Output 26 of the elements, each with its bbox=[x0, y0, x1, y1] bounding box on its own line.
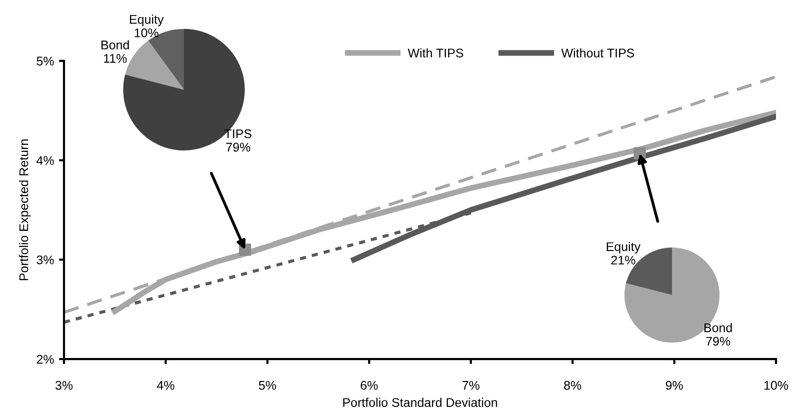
legend-label: With TIPS bbox=[408, 48, 464, 58]
data-label: 79% bbox=[226, 142, 250, 152]
x-tick-label: 10% bbox=[764, 380, 788, 390]
data-label: 11% bbox=[104, 54, 127, 63]
x-tick-label: 5% bbox=[258, 380, 276, 390]
x-tick-label: 4% bbox=[156, 380, 174, 390]
x-axis-title: Portfolio Standard Deviation bbox=[343, 398, 498, 407]
x-tick-label: 9% bbox=[666, 380, 683, 390]
slice-label: Equity bbox=[606, 242, 641, 254]
legend-label: Without TIPS bbox=[561, 48, 634, 58]
x-tick-label: 7% bbox=[462, 380, 480, 390]
y-tick-label: 4% bbox=[36, 156, 54, 165]
x-tick-label: 3% bbox=[55, 380, 73, 390]
y-tick-label: 3% bbox=[36, 255, 54, 264]
slice-label: Equity bbox=[130, 14, 164, 26]
y-axis-title: Portfolio Expected Return bbox=[19, 140, 31, 280]
y-tick-label: 2% bbox=[36, 354, 54, 364]
x-tick-label: 8% bbox=[564, 380, 582, 390]
slice-label: TIPS bbox=[224, 129, 252, 138]
data-label: 21% bbox=[611, 256, 636, 264]
slice-label: Bond bbox=[704, 323, 732, 332]
y-tick-label: 5% bbox=[36, 56, 54, 66]
data-label: 10% bbox=[134, 28, 158, 38]
slice-label: Bond bbox=[102, 40, 129, 50]
data-label: 79% bbox=[706, 336, 730, 346]
x-tick-label: 6% bbox=[360, 380, 378, 390]
